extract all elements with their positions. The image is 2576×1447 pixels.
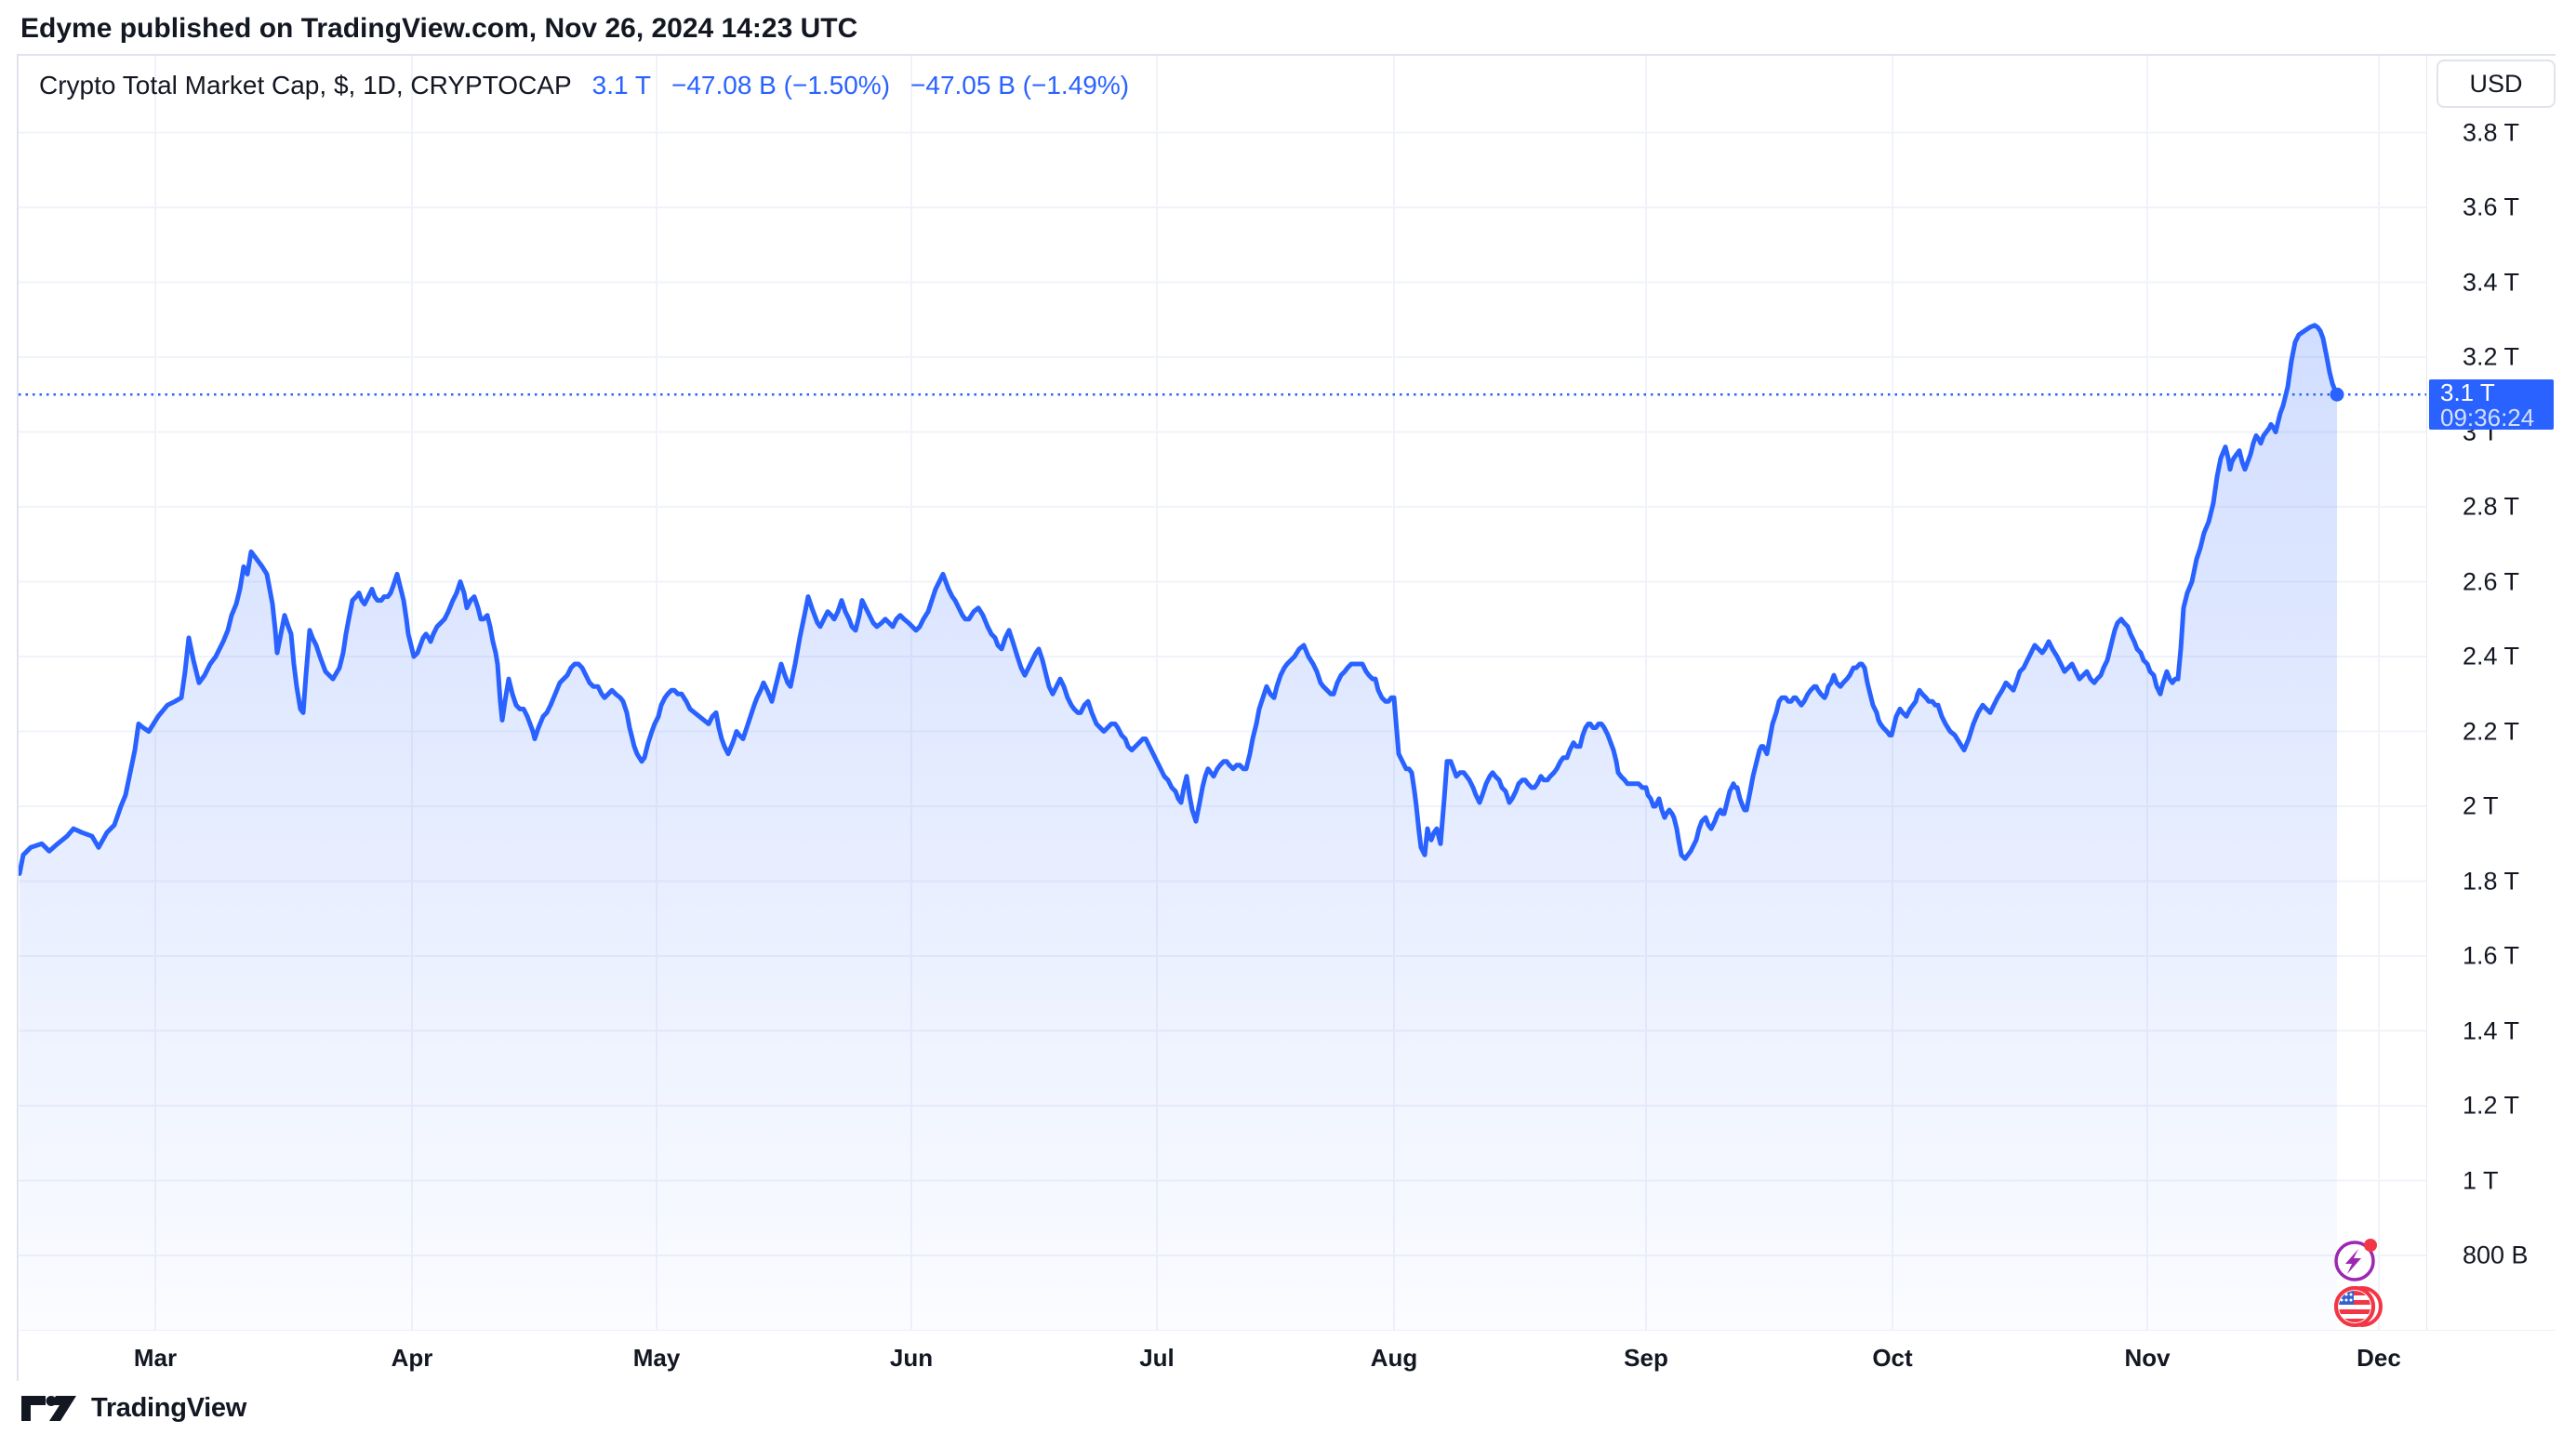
y-axis-label: 3.2 T — [2463, 342, 2520, 371]
last-point-dot — [2330, 387, 2344, 402]
x-axis-label: Dec — [2357, 1344, 2401, 1372]
y-axis-label: 1.8 T — [2463, 867, 2520, 895]
current-price-value: 3.1 T — [2440, 378, 2495, 406]
x-axis-label: Apr — [391, 1344, 433, 1372]
floating-buttons — [2312, 1235, 2397, 1342]
y-axis-label: 2.4 T — [2463, 642, 2520, 670]
y-axis-label: 1.6 T — [2463, 941, 2520, 970]
x-axis-label: Oct — [1872, 1344, 1913, 1372]
lightning-icon[interactable] — [2334, 1239, 2377, 1281]
y-axis-label: 3.8 T — [2463, 118, 2520, 146]
x-axis-label: Aug — [1370, 1344, 1418, 1372]
x-axis-label: May — [632, 1344, 681, 1372]
publication-header: Edyme published on TradingView.com, Nov … — [20, 13, 858, 44]
area-fill — [20, 325, 2337, 1330]
x-axis-label: Nov — [2124, 1344, 2171, 1372]
floating-buttons-canvas — [2334, 1239, 2383, 1327]
time-scale[interactable]: Mar Apr May Jun Jul Aug Sep Oct Nov Dec — [19, 1330, 2556, 1382]
bar-countdown: 09:36:24 — [2440, 404, 2535, 431]
last-value: 3.1 T — [591, 71, 651, 100]
x-axis-label: Mar — [133, 1344, 178, 1372]
chart-canvas[interactable] — [19, 56, 2554, 1379]
current-price-label: 3.1 T 09:36:24 — [2429, 378, 2554, 431]
y-axis-label: 2 T — [2463, 791, 2499, 820]
us-flag-icon[interactable] — [2334, 1286, 2383, 1327]
tradingview-logo[interactable] — [20, 1395, 78, 1423]
y-axis-label: 1 T — [2463, 1166, 2499, 1194]
chart-legend: Crypto Total Market Cap, $, 1D, CRYPTOCA… — [39, 71, 1129, 100]
y-axis-label: 1.2 T — [2463, 1091, 2520, 1120]
x-axis-label: Sep — [1624, 1344, 1668, 1372]
y-axis-label: 2.2 T — [2463, 717, 2520, 745]
chart-widget: Crypto Total Market Cap, $, 1D, CRYPTOCA… — [17, 54, 2556, 1382]
y-axis-label: 2.6 T — [2463, 567, 2520, 595]
x-axis-label: Jul — [1139, 1344, 1175, 1372]
footer-brand-text[interactable]: TradingView — [91, 1393, 246, 1423]
change-absolute: −47.08 B (−1.50%) — [671, 71, 891, 100]
price-line — [19, 323, 2340, 876]
y-axis-label: 3.4 T — [2463, 268, 2520, 296]
y-axis-label: 3.6 T — [2463, 192, 2520, 221]
x-axis-label: Jun — [889, 1344, 934, 1372]
change-percent: −47.05 B (−1.49%) — [910, 71, 1130, 100]
y-axis-label: 1.4 T — [2463, 1016, 2520, 1044]
currency-toggle-button[interactable]: USD — [2437, 60, 2556, 108]
footer: TradingView — [20, 1393, 246, 1424]
y-axis-label: 800 B — [2463, 1241, 2529, 1269]
symbol-title: Crypto Total Market Cap, $, 1D, CRYPTOCA… — [39, 71, 572, 100]
y-axis-label: 2.8 T — [2463, 492, 2520, 521]
